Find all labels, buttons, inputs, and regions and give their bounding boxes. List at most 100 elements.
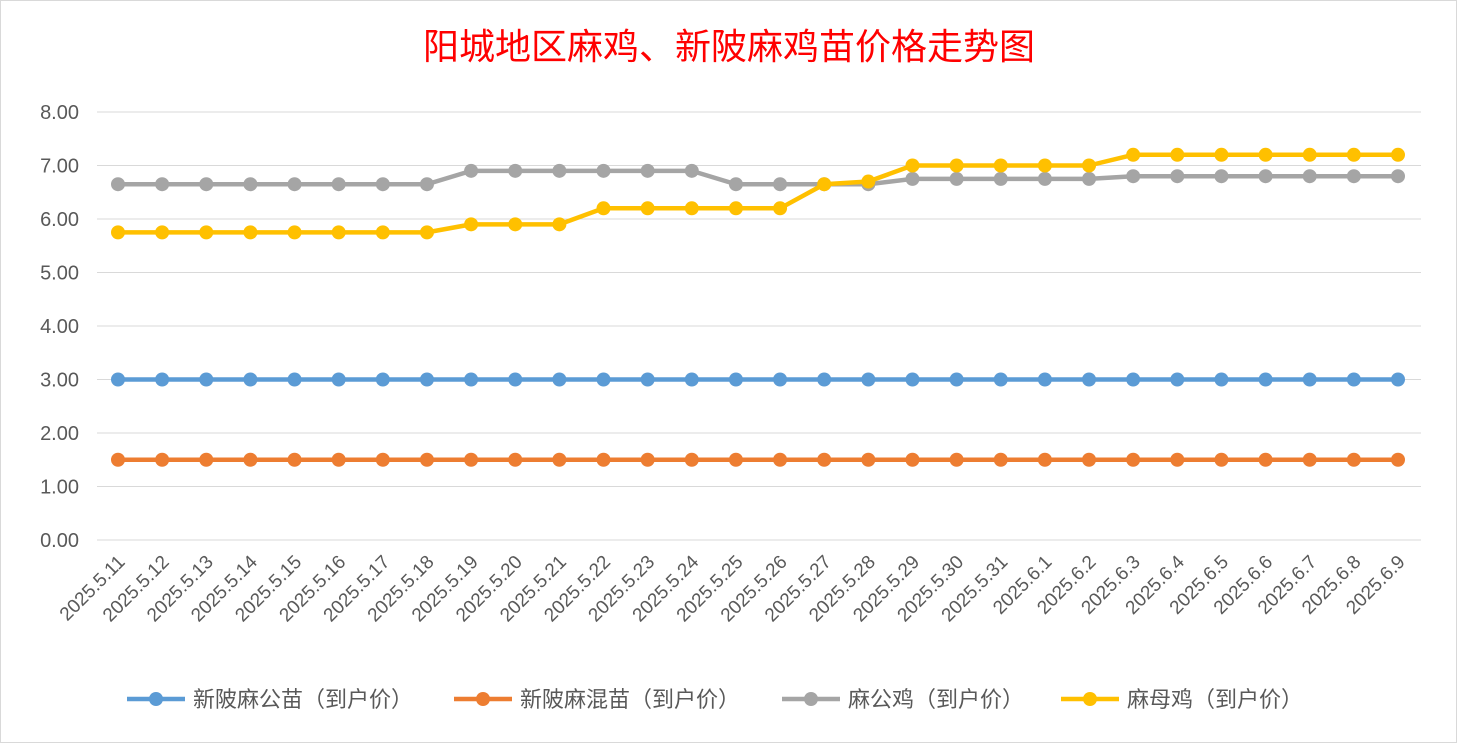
data-point — [640, 163, 655, 178]
series-line — [115, 168, 1401, 187]
series-4 — [111, 147, 1405, 240]
legend: 新陂麻公苗（到户价） 新陂麻混苗（到户价） 麻公鸡（到户价） 麻母鸡（到户价） — [127, 688, 1303, 713]
data-point — [905, 158, 920, 173]
data-point — [684, 163, 699, 178]
data-point — [199, 452, 214, 467]
data-point — [1170, 372, 1185, 387]
data-point — [1082, 171, 1097, 186]
series-1 — [111, 372, 1405, 387]
data-point — [199, 225, 214, 240]
data-point — [1258, 169, 1273, 184]
data-point — [243, 225, 258, 240]
data-point — [1302, 372, 1317, 387]
data-point — [155, 452, 170, 467]
data-point — [1391, 372, 1405, 387]
data-point — [905, 171, 920, 186]
data-point — [1214, 169, 1229, 184]
data-point — [419, 452, 434, 467]
data-point — [684, 452, 699, 467]
y-tick-label: 2.00 — [40, 423, 79, 445]
legend-marker — [149, 692, 163, 706]
data-point — [419, 177, 434, 192]
data-point — [640, 452, 655, 467]
data-point — [287, 452, 302, 467]
data-point — [1037, 171, 1052, 186]
data-point — [508, 452, 523, 467]
data-point — [1346, 452, 1361, 467]
data-point — [1037, 452, 1052, 467]
data-point — [1214, 147, 1229, 162]
data-point — [728, 452, 743, 467]
y-tick-label: 8.00 — [40, 102, 79, 124]
data-point — [993, 452, 1008, 467]
data-point — [1302, 147, 1317, 162]
legend-label: 麻母鸡（到户价） — [1127, 688, 1303, 713]
data-point — [419, 372, 434, 387]
series-3 — [111, 163, 1405, 192]
data-point — [464, 163, 479, 178]
data-point — [1082, 372, 1097, 387]
data-point — [1082, 158, 1097, 173]
data-point — [684, 372, 699, 387]
data-point — [155, 177, 170, 192]
data-point — [552, 452, 567, 467]
data-point — [949, 158, 964, 173]
data-point — [287, 177, 302, 192]
data-point — [1126, 169, 1141, 184]
data-point — [993, 158, 1008, 173]
x-axis-ticks: 2025.5.112025.5.122025.5.132025.5.142025… — [56, 551, 1410, 626]
legend-item: 新陂麻公苗（到户价） — [127, 688, 413, 713]
data-point — [1391, 169, 1405, 184]
data-point — [111, 452, 125, 467]
data-point — [287, 372, 302, 387]
data-point — [375, 372, 390, 387]
data-point — [1258, 147, 1273, 162]
data-point — [331, 225, 346, 240]
legend-label: 新陂麻公苗（到户价） — [193, 688, 413, 713]
y-tick-label: 1.00 — [40, 477, 79, 499]
data-point — [464, 217, 479, 232]
data-point — [1170, 169, 1185, 184]
data-point — [111, 225, 125, 240]
data-point — [1170, 452, 1185, 467]
data-point — [1037, 158, 1052, 173]
data-point — [243, 177, 258, 192]
data-point — [464, 452, 479, 467]
chart-title: 阳城地区麻鸡、新陂麻鸡苗价格走势图 — [423, 27, 1035, 68]
data-point — [419, 225, 434, 240]
data-point — [1346, 372, 1361, 387]
y-axis-ticks: 0.00 1.00 2.00 3.00 4.00 5.00 6.00 7.00 8.00 — [40, 102, 79, 552]
data-point — [155, 225, 170, 240]
y-tick-label: 3.00 — [40, 370, 79, 392]
data-point — [949, 372, 964, 387]
series-line — [115, 152, 1401, 235]
data-point — [861, 372, 876, 387]
data-point — [111, 177, 125, 192]
legend-item: 麻公鸡（到户价） — [782, 688, 1024, 713]
data-point — [199, 372, 214, 387]
data-point — [817, 177, 832, 192]
data-point — [817, 372, 832, 387]
data-point — [1037, 372, 1052, 387]
data-point — [331, 452, 346, 467]
data-point — [1126, 147, 1141, 162]
data-point — [905, 452, 920, 467]
y-tick-label: 4.00 — [40, 316, 79, 338]
data-point — [861, 174, 876, 189]
data-point — [111, 372, 125, 387]
data-point — [949, 171, 964, 186]
data-point — [199, 177, 214, 192]
data-point — [508, 163, 523, 178]
data-point — [1214, 452, 1229, 467]
legend-marker — [804, 692, 818, 706]
data-point — [1214, 372, 1229, 387]
data-point — [817, 452, 832, 467]
data-point — [993, 171, 1008, 186]
data-point — [287, 225, 302, 240]
data-point — [640, 201, 655, 216]
data-point — [331, 372, 346, 387]
legend-label: 新陂麻混苗（到户价） — [520, 688, 740, 713]
data-point — [596, 452, 611, 467]
data-point — [375, 452, 390, 467]
